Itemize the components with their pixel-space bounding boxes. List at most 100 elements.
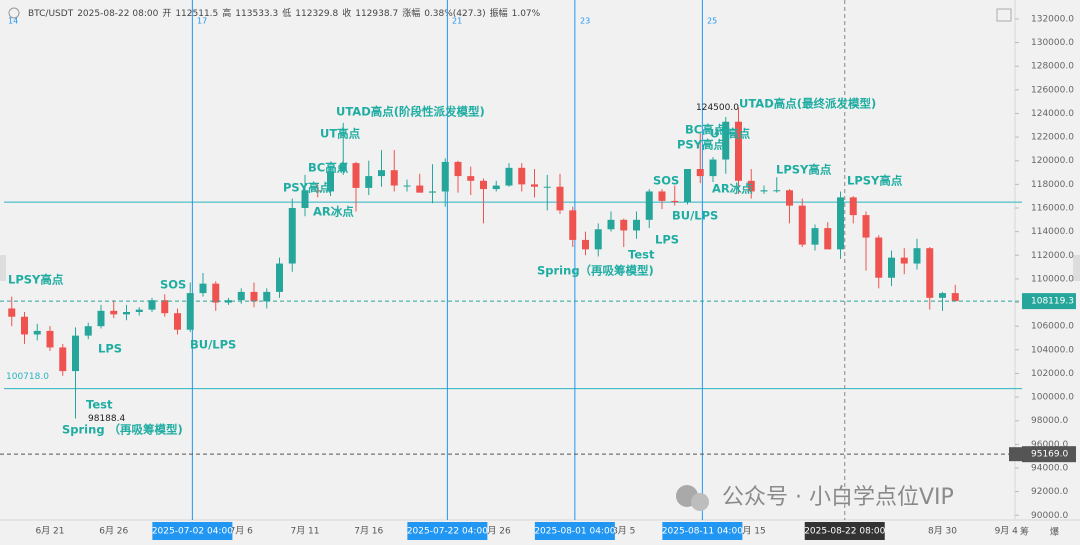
- y-tick-label: 106000.0: [1031, 322, 1074, 332]
- x-tick-label: 8月 30: [928, 526, 957, 537]
- y-tick-label: 124000.0: [1031, 109, 1074, 119]
- y-tick-label: 100000.0: [1031, 393, 1074, 403]
- candle-body: [21, 316, 28, 335]
- marker-tag: [407, 522, 488, 540]
- marker-tag-label: 2025-08-22 08:00: [804, 527, 885, 537]
- candle-body: [212, 283, 220, 303]
- header-amplitude: 1.07%: [512, 9, 541, 19]
- x-tick-label: 9月 4: [995, 526, 1019, 537]
- candle-body: [84, 326, 92, 336]
- watermark: 公众号 · 小白学点位VIP: [676, 485, 954, 511]
- candle-body: [862, 215, 870, 238]
- marker-tag-label: 2025-07-02 04:00: [152, 527, 233, 537]
- candle-body: [556, 186, 564, 211]
- candle-body: [569, 210, 577, 240]
- y-tick-label: 98000.0: [1031, 416, 1068, 426]
- marker-tag: [804, 522, 885, 540]
- candle-body: [46, 330, 54, 348]
- candle-body: [250, 291, 258, 302]
- header-low: 112329.8: [295, 9, 338, 19]
- candle-body: [186, 293, 194, 330]
- candle-body: [339, 163, 347, 172]
- y-tick-label: 102000.0: [1031, 369, 1074, 379]
- annotation: AR冰点: [313, 205, 354, 219]
- marker-tag-label: 2025-08-01 04:00: [534, 527, 615, 537]
- x-tick-label: 7月 16: [354, 526, 383, 537]
- header-amplitude-label: 振幅: [490, 7, 508, 19]
- y-tick-label: 120000.0: [1031, 156, 1074, 166]
- candle-body: [199, 283, 207, 294]
- y-tick-label: 132000.0: [1031, 14, 1074, 24]
- header-high-label: 高: [222, 7, 231, 19]
- annotation: AR冰点: [712, 182, 753, 196]
- candle-body: [696, 169, 704, 177]
- y-tick-label: 94000.0: [1031, 464, 1068, 474]
- candle-body: [543, 186, 551, 188]
- candle-body: [225, 300, 232, 303]
- annotation: LPS: [655, 233, 679, 247]
- candle-body: [174, 313, 181, 330]
- candle-body: [467, 176, 475, 181]
- candle-body: [276, 263, 283, 292]
- add-button[interactable]: [1009, 447, 1022, 462]
- candle-body: [798, 205, 806, 245]
- candle-body: [148, 300, 156, 310]
- corner-label: 筹: [1020, 526, 1029, 538]
- y-tick-label: 104000.0: [1031, 345, 1074, 355]
- price-tag: [1022, 293, 1076, 310]
- annotation: UTAD高点(阶段性派发模型): [336, 105, 485, 119]
- candle-body: [288, 208, 296, 264]
- header-close: 112938.7: [355, 9, 398, 19]
- candle-body: [441, 161, 449, 192]
- candle-body: [951, 293, 959, 302]
- scroll-handle[interactable]: [0, 255, 6, 281]
- candle-body: [505, 167, 513, 186]
- annotation: BC高点: [685, 123, 726, 137]
- y-tick-label: 130000.0: [1031, 38, 1074, 48]
- candle-body: [747, 180, 755, 192]
- annotation: BU/LPS: [190, 338, 236, 352]
- wave-label: 23: [580, 17, 590, 26]
- candle-body: [582, 239, 589, 250]
- header-close-label: 收: [342, 7, 351, 19]
- candle-body: [429, 191, 436, 193]
- x-tick-label: 6月 21: [35, 526, 64, 537]
- annotation: UT高点: [710, 127, 751, 141]
- x-tick-label: 6月 26: [99, 526, 128, 537]
- candle-body: [811, 228, 819, 245]
- candle-body: [97, 310, 105, 327]
- y-tick-label: 92000.0: [1031, 487, 1068, 497]
- candle-body: [888, 257, 895, 278]
- x-tick-label: 8月 15: [737, 526, 766, 537]
- candle-body: [237, 291, 245, 301]
- candle-body: [480, 180, 487, 190]
- candle-body: [594, 229, 602, 250]
- candle-body: [352, 163, 360, 188]
- candle-body: [735, 121, 742, 181]
- candle-body: [645, 191, 653, 220]
- annotation: LPSY高点: [847, 174, 903, 188]
- annotation: LPSY高点: [776, 163, 832, 177]
- y-tick-label: 110000.0: [1031, 274, 1074, 284]
- candle-body: [263, 291, 271, 302]
- candle-body: [110, 310, 118, 315]
- scroll-handle[interactable]: [1073, 255, 1080, 281]
- y-tick-label: 118000.0: [1031, 180, 1074, 190]
- y-tick-label: 96000.0: [1031, 440, 1068, 450]
- wave-label: 25: [707, 17, 717, 26]
- candle-body: [671, 200, 679, 203]
- candle-body: [849, 197, 857, 216]
- candle-body: [786, 190, 793, 206]
- candle-body: [327, 171, 334, 192]
- annotation: PSY高点: [677, 138, 726, 152]
- annotation: Test: [86, 398, 113, 412]
- header-icon: [8, 7, 20, 19]
- annotation: Test: [628, 248, 655, 262]
- header-time: 2025-08-22 08:00: [77, 9, 158, 19]
- candle-body: [314, 190, 322, 192]
- candle-body: [492, 185, 500, 190]
- fullscreen-icon[interactable]: [996, 8, 1012, 22]
- candle-body: [123, 312, 130, 315]
